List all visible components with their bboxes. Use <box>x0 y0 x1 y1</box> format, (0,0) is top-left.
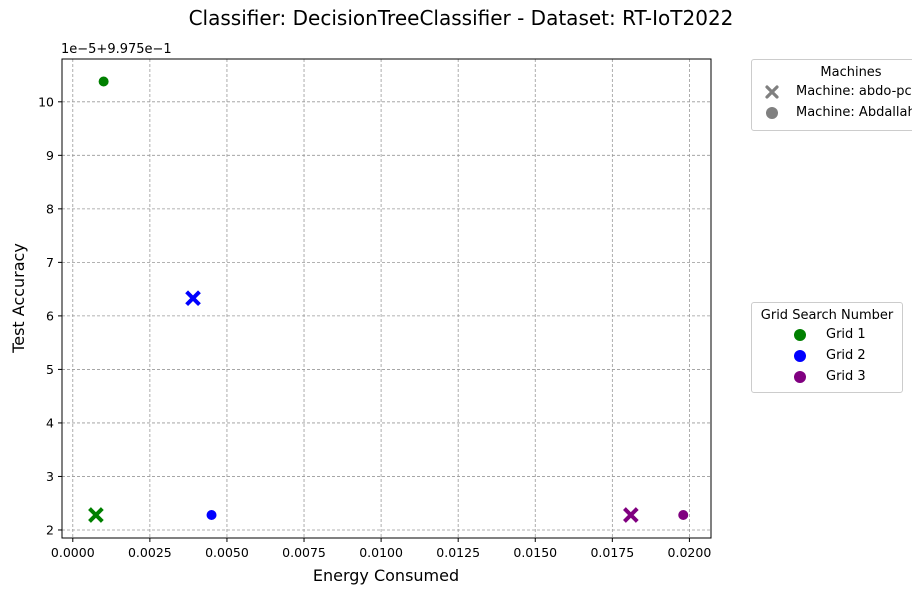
legend-entry: Grid 2 <box>752 346 902 367</box>
legend-title: Grid Search Number <box>760 308 894 323</box>
legend-entry: Machine: Abdallah <box>752 103 912 124</box>
x-tick-label: 0.0200 <box>668 545 712 560</box>
legend-entry: Machine: abdo-pc <box>752 82 912 103</box>
grid-lines <box>62 59 711 538</box>
circle-marker-icon <box>766 107 778 119</box>
x-tick-label: 0.0100 <box>359 545 403 560</box>
plot-frame <box>61 58 712 539</box>
y-tick-label: 3 <box>46 469 54 484</box>
y-tick-label: 7 <box>46 255 54 270</box>
legend-title: Machines <box>820 65 882 80</box>
circle-marker-icon <box>794 350 806 362</box>
legend-entry: Grid 1 <box>752 325 902 346</box>
legend-grid-search: Grid Search Number Grid 1 Grid 2 Grid 3 <box>751 302 903 393</box>
y-tick-label: 9 <box>46 148 54 163</box>
data-point-x-marker <box>185 290 201 307</box>
x-tick-label: 0.0025 <box>128 545 172 560</box>
y-axis-label: Test Accuracy <box>9 243 28 354</box>
y-tick-label: 8 <box>46 201 54 216</box>
y-tick-label: 4 <box>46 415 54 430</box>
legend-label: Machine: abdo-pc <box>796 84 912 99</box>
circle-marker-icon <box>794 371 806 383</box>
legend-label: Grid 1 <box>826 327 866 342</box>
legend-machines: Machines Machine: abdo-pc Machine: Abdal… <box>751 59 912 131</box>
legend-label: Machine: Abdallah <box>796 105 912 120</box>
data-points <box>88 76 689 523</box>
x-marker-icon <box>765 85 779 99</box>
data-point-circle-marker <box>206 509 217 520</box>
legend-label: Grid 2 <box>826 348 866 363</box>
x-tick-label: 0.0150 <box>513 545 557 560</box>
circle-marker-icon <box>794 329 806 341</box>
data-point-x-marker <box>88 507 104 523</box>
y-tick-label: 5 <box>46 362 54 377</box>
x-tick-label: 0.0000 <box>51 545 95 560</box>
data-point-circle-marker <box>98 76 109 87</box>
y-tick-label: 10 <box>38 94 54 109</box>
data-point-circle-marker <box>678 509 689 520</box>
y-tick-label: 2 <box>46 522 54 537</box>
x-tick-label: 0.0050 <box>205 545 249 560</box>
x-tick-label: 0.0125 <box>436 545 480 560</box>
axes: 0.0000 0.0025 0.0050 0.0075 0.0100 0.0125 0.01… <box>38 58 712 560</box>
legend-label: Grid 3 <box>826 369 866 384</box>
y-axis-offset-text: 1e−5+9.975e−1 <box>61 42 172 57</box>
x-tick-label: 0.0075 <box>282 545 326 560</box>
chart-title: Classifier: DecisionTreeClassifier - Dat… <box>188 6 734 30</box>
legend-entry: Grid 3 <box>752 367 902 388</box>
data-point-x-marker <box>623 507 639 523</box>
y-tick-label: 6 <box>46 308 54 323</box>
x-axis-label: Energy Consumed <box>313 566 459 585</box>
x-tick-label: 0.0175 <box>590 545 634 560</box>
